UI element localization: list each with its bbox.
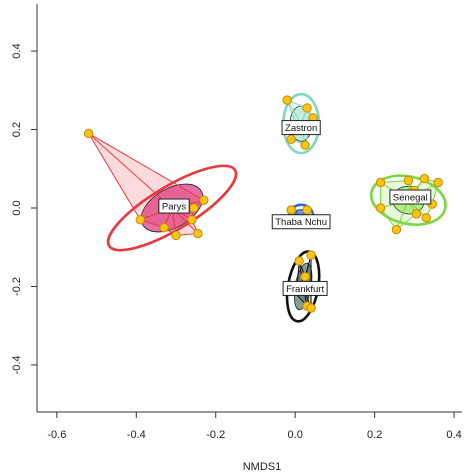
zastron-point	[300, 140, 310, 150]
x-tick-label: -0.4	[127, 429, 146, 441]
frankfurt-label: Frankfurt	[286, 284, 324, 295]
y-axis: -0.4 -0.2 0.0 0.2 0.4	[11, 43, 37, 374]
thaba-nchu-point	[302, 205, 312, 215]
parys-label-box	[158, 198, 190, 214]
senegal-label: Senegal	[393, 193, 428, 204]
parys-point	[159, 222, 169, 233]
parys-label: Parys	[162, 202, 187, 213]
zastron-label-box	[281, 120, 321, 136]
frankfurt-point	[300, 271, 310, 282]
y-tick-label: 0.4	[11, 43, 23, 58]
parys-point	[171, 230, 181, 241]
senegal-point	[419, 173, 429, 184]
parys-point	[189, 203, 199, 213]
zastron-point	[282, 95, 292, 105]
senegal-point	[391, 224, 402, 235]
y-tick-label: -0.4	[11, 355, 23, 374]
thaba-nchu-label: Thaba Nchu	[275, 217, 327, 228]
x-tick-label: 0.2	[367, 429, 382, 441]
x-tick-label: 0.0	[288, 429, 303, 441]
parys-point	[135, 215, 145, 225]
zastron-point	[302, 103, 312, 113]
parys-point	[83, 128, 94, 139]
parys-point	[187, 215, 197, 225]
senegal-label-box	[389, 189, 432, 205]
x-tick-label: 0.4	[446, 429, 461, 441]
senegal-point	[403, 175, 414, 186]
zastron-label: Zastron	[285, 123, 317, 134]
group-spider-lines	[87, 99, 439, 309]
y-tick-label: 0.0	[11, 200, 23, 215]
parys-outer-ellipse	[106, 164, 238, 252]
x-tick-label: -0.2	[206, 429, 225, 441]
senegal-spider-line	[395, 199, 409, 230]
senegal-point	[421, 213, 431, 223]
x-axis-title: NMDS1	[243, 461, 282, 473]
frankfurt-point	[294, 256, 304, 266]
senegal-outer-ellipse	[369, 174, 447, 226]
senegal-point	[411, 209, 422, 219]
parys-spider-line	[88, 133, 173, 209]
y-tick-label: 0.2	[11, 122, 23, 137]
parys-point	[199, 195, 209, 205]
frankfurt-point	[306, 303, 316, 313]
senegal-point	[375, 177, 386, 188]
frankfurt-point	[306, 250, 316, 260]
parys-point	[193, 228, 203, 239]
y-tick-label: -0.2	[11, 277, 23, 296]
thaba-nchu-label-box	[271, 214, 331, 230]
thaba-nchu-point	[286, 205, 296, 215]
senegal-point	[375, 203, 386, 213]
zastron-point	[286, 134, 296, 145]
frankfurt-label-box	[282, 280, 328, 296]
x-axis: -0.6 -0.4 -0.2 0.0 0.2 0.4	[47, 412, 462, 441]
group-labels: Parys Zastron Senegal Thaba Nchu Frankfurt	[158, 120, 432, 296]
x-tick-label: -0.6	[47, 429, 66, 441]
senegal-point	[433, 177, 443, 188]
